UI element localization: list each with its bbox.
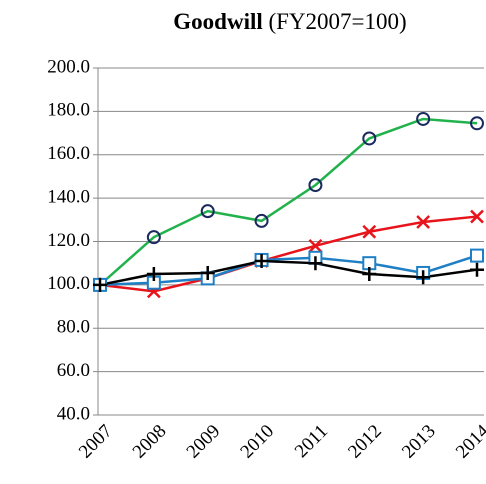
y-tick-label: 200.0 [47, 56, 90, 77]
marker [416, 111, 431, 126]
marker [362, 224, 377, 239]
marker [254, 254, 269, 269]
marker [308, 238, 323, 253]
marker [200, 265, 215, 280]
marker [416, 215, 431, 229]
marker [362, 131, 377, 146]
chart-title: Goodwill (FY2007=100) [173, 9, 406, 34]
series-line [99, 215, 478, 293]
marker [200, 204, 215, 219]
x-tick-label: 2007 [75, 421, 117, 463]
x-tick-label: 2014 [452, 420, 486, 462]
y-tick-label: 180.0 [47, 100, 90, 121]
x-tick-label: 2012 [344, 421, 386, 463]
title-rest: (FY2007=100) [269, 9, 407, 34]
marker [470, 209, 484, 224]
marker [308, 256, 323, 271]
marker [254, 213, 269, 228]
marker [470, 248, 484, 263]
marker [470, 262, 484, 277]
x-tick-label: 2008 [129, 421, 171, 463]
title-bold: Goodwill [173, 9, 262, 34]
marker [416, 270, 431, 285]
series-line [99, 117, 478, 286]
marker [146, 230, 161, 245]
y-tick-label: 160.0 [47, 143, 90, 164]
y-tick-label: 80.0 [57, 317, 90, 338]
marker [146, 267, 161, 282]
y-tick-label: 100.0 [47, 273, 90, 294]
marker [308, 178, 323, 193]
x-tick-label: 2011 [291, 421, 332, 462]
x-tick-label: 2013 [398, 421, 440, 463]
x-tick-label: 2010 [236, 421, 278, 463]
marker [470, 116, 484, 131]
series-line [99, 254, 478, 287]
y-tick-label: 120.0 [47, 230, 90, 251]
x-tick-label: 2009 [183, 421, 225, 463]
y-tick-label: 60.0 [57, 360, 90, 381]
marker [93, 277, 107, 292]
marker [362, 267, 377, 282]
series-line [99, 259, 478, 287]
y-tick-label: 40.0 [57, 403, 90, 424]
y-tick-label: 140.0 [47, 186, 90, 207]
